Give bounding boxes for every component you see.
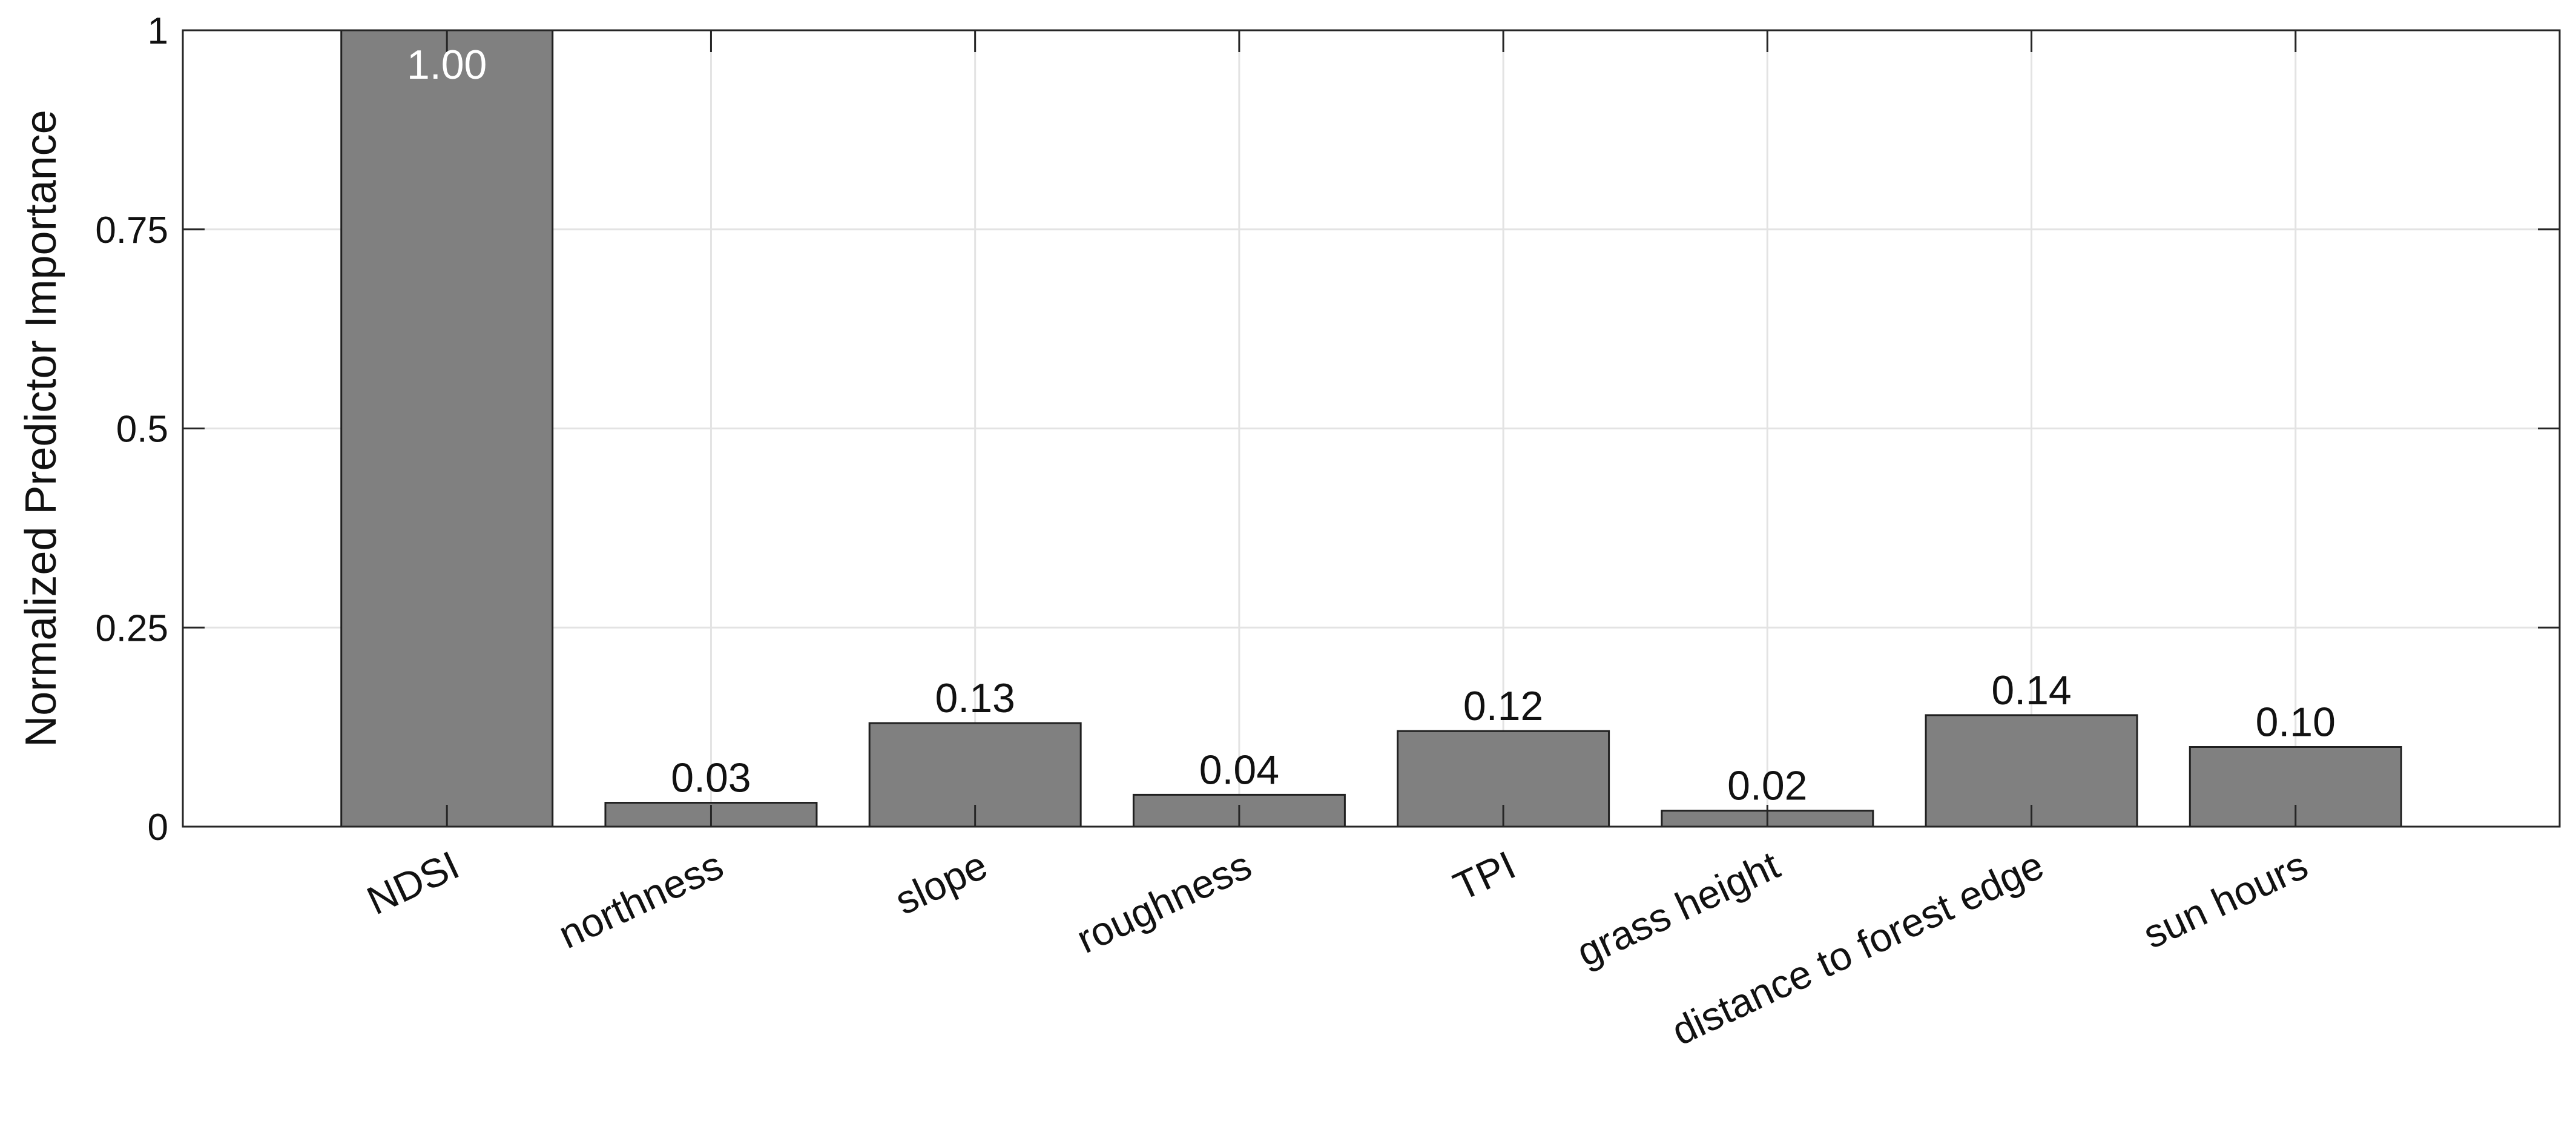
bar-ndsi — [340, 29, 554, 828]
y-tick-label: 1 — [148, 10, 168, 52]
data-label: 0.14 — [1991, 667, 2071, 713]
data-label: 0.02 — [1727, 763, 1807, 809]
data-label: 0.10 — [2256, 699, 2336, 745]
data-label: 0.12 — [1463, 683, 1543, 729]
x-tick-label: NDSI — [360, 842, 466, 924]
data-label: 0.04 — [1199, 747, 1279, 793]
y-tick-label: 0 — [148, 807, 168, 848]
x-tick-label: grass height — [1570, 842, 1786, 975]
data-label: 0.13 — [935, 675, 1015, 721]
x-tick-label: sun hours — [2136, 842, 2314, 957]
y-tick-label: 0.75 — [95, 210, 168, 251]
data-label: 0.03 — [671, 755, 751, 801]
data-label: 1.00 — [407, 42, 487, 88]
x-tick-label: roughness — [1070, 842, 1258, 962]
axes-layer — [182, 29, 2561, 828]
y-axis-title: Normalized Predictor Importance — [17, 110, 65, 747]
x-tick-label: northness — [552, 842, 730, 957]
y-tick-label: 0.25 — [95, 607, 168, 649]
x-tick-label: TPI — [1447, 842, 1522, 909]
x-tick-label: slope — [888, 842, 993, 924]
y-tick-label: 0.5 — [116, 409, 168, 451]
